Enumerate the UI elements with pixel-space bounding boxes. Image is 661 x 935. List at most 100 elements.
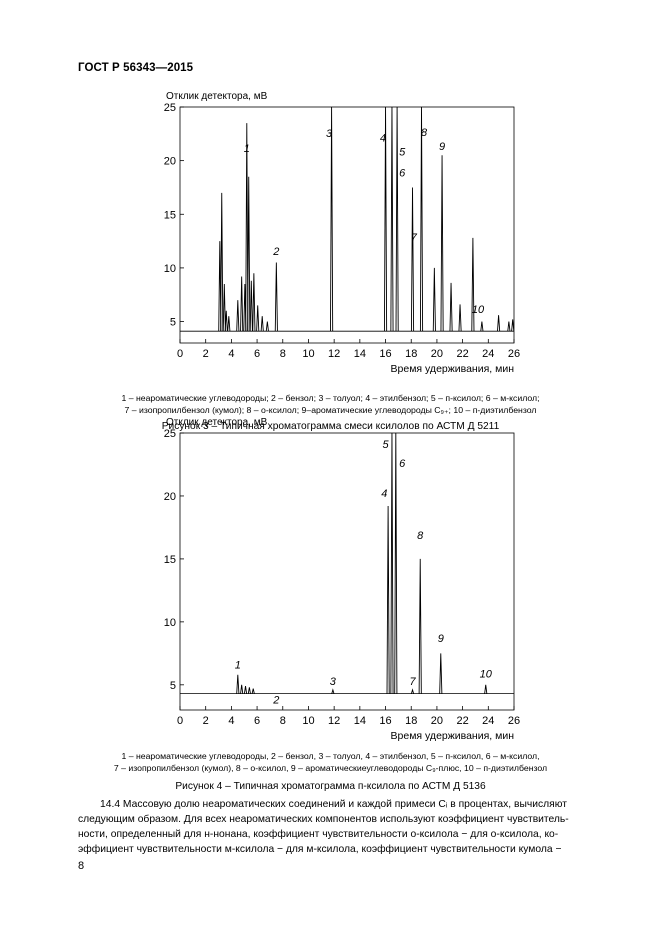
chromatogram-peak [458, 304, 462, 332]
peak-label: 3 [326, 128, 333, 140]
chromatogram-peak [386, 506, 390, 694]
chromatogram-peak [243, 686, 248, 694]
chromatogram-peak [245, 123, 249, 332]
chromatogram-peak [331, 688, 335, 694]
chromatogram-peak [410, 187, 415, 332]
peak-label: 8 [421, 127, 428, 139]
figure-4-title: Рисунок 4 – Типичная хроматограмма п-кси… [175, 781, 486, 792]
chromatogram-peak [227, 316, 231, 332]
chromatogram-peak [240, 276, 244, 332]
x-tick-label: 14 [354, 715, 366, 727]
x-tick-label: 26 [508, 715, 520, 727]
chromatogram-peak [251, 688, 255, 694]
peak-label: 4 [381, 488, 387, 500]
peak-label: 1 [235, 659, 241, 671]
chromatogram-peak [224, 310, 228, 332]
y-tick-label: 20 [164, 156, 176, 168]
chromatogram-peak [256, 305, 260, 332]
chromatogram-peak [249, 280, 253, 332]
peak-label: 3 [330, 676, 337, 688]
chromatogram-peak [432, 267, 436, 332]
peak-label: 4 [380, 132, 386, 144]
chromatogram-peak [220, 192, 224, 332]
chromatogram-peak [395, 107, 399, 332]
y-tick-label: 5 [170, 317, 176, 329]
x-tick-label: 18 [405, 348, 417, 360]
chromatogram-peak [240, 684, 244, 694]
figure-3-title: Рисунок 3 – Типичная хроматограмма смеси… [161, 421, 500, 432]
chromatogram-peak [480, 321, 484, 332]
x-tick-label: 10 [302, 715, 314, 727]
y-tick-label: 15 [164, 209, 176, 221]
chromatogram-peak [440, 155, 444, 332]
chromatogram-peak [449, 282, 453, 332]
peak-label: 7 [409, 676, 416, 688]
chromatogram-peak [471, 237, 475, 332]
chromatogram-peak [507, 321, 511, 332]
document-header: ГОСТ Р 56343—2015 [78, 62, 194, 74]
x-tick-label: 6 [254, 715, 260, 727]
peak-label: 2 [272, 246, 279, 258]
chromatogram-peak [511, 319, 514, 332]
chromatogram-peak [236, 300, 240, 332]
x-tick-label: 2 [203, 715, 209, 727]
chromatogram-peak [252, 273, 256, 332]
x-tick-label: 0 [177, 715, 183, 727]
x-tick-label: 10 [302, 348, 314, 360]
x-tick-label: 20 [431, 715, 443, 727]
x-tick-label: 22 [456, 715, 468, 727]
paragraph-line-3: ности, определенный для н-нонана, коэффи… [78, 829, 559, 840]
peak-label: 10 [472, 304, 485, 316]
chromatogram-peak [236, 674, 240, 694]
peak-label: 6 [399, 168, 406, 180]
y-axis-label: Отклик детектора, мВ [166, 417, 268, 428]
peak-label: 9 [439, 141, 445, 153]
chromatogram-peak [390, 433, 394, 694]
chromatogram-peak [383, 107, 388, 332]
x-tick-label: 4 [228, 715, 234, 727]
chromatogram-peak [247, 687, 251, 694]
x-tick-label: 12 [328, 715, 340, 727]
paragraph-line-2: следующим образом. Для всех неароматичес… [78, 814, 569, 825]
peak-label: 9 [438, 633, 444, 645]
peak-label: 5 [382, 439, 389, 451]
paragraph-line-1: 14.4 Массовую долю неароматических соеди… [100, 799, 567, 810]
y-tick-label: 25 [164, 102, 176, 114]
x-tick-label: 22 [456, 348, 468, 360]
plot-frame [179, 106, 515, 344]
x-tick-label: 8 [280, 348, 286, 360]
x-tick-label: 14 [354, 348, 366, 360]
peak-label: 5 [399, 146, 406, 158]
x-tick-label: 18 [405, 715, 417, 727]
y-tick-label: 10 [164, 263, 176, 275]
figure-4-legend-line-2: 7 – изопропилбензол (кумол), 8 – о-ксило… [113, 763, 548, 773]
x-tick-label: 26 [508, 348, 520, 360]
chromatogram-peak [484, 684, 488, 694]
figure-4-legend-line-1: 1 – неароматические углеводороды, 2 – бе… [121, 751, 540, 761]
chromatogram-peak [419, 107, 424, 332]
x-tick-label: 20 [431, 348, 443, 360]
chromatogram-peak [394, 433, 398, 694]
x-tick-label: 12 [328, 348, 340, 360]
chromatogram-peak [330, 107, 334, 332]
chromatogram-peak [439, 653, 443, 694]
x-tick-label: 8 [280, 715, 286, 727]
page-number: 8 [78, 860, 85, 872]
chromatogram-peak [265, 321, 269, 332]
peak-label: 2 [272, 695, 279, 707]
chromatogram-peak [410, 688, 415, 694]
x-tick-label: 16 [379, 348, 391, 360]
figure-3-legend-line-2: 7 – изопропилбензол (кумол); 8 – о-ксило… [124, 405, 537, 415]
x-tick-label: 2 [203, 348, 209, 360]
chromatogram-peak [418, 558, 422, 694]
x-tick-label: 4 [228, 348, 234, 360]
plot-frame [179, 432, 515, 711]
y-tick-label: 15 [164, 554, 176, 566]
y-tick-label: 5 [170, 680, 176, 692]
y-tick-label: 20 [164, 491, 176, 503]
x-tick-label: 6 [254, 348, 260, 360]
y-axis-label: Отклик детектора, мВ [166, 91, 268, 102]
figure-3-legend-line-1: 1 – неароматические углеводороды; 2 – бе… [121, 393, 540, 403]
peak-label: 6 [399, 458, 406, 470]
